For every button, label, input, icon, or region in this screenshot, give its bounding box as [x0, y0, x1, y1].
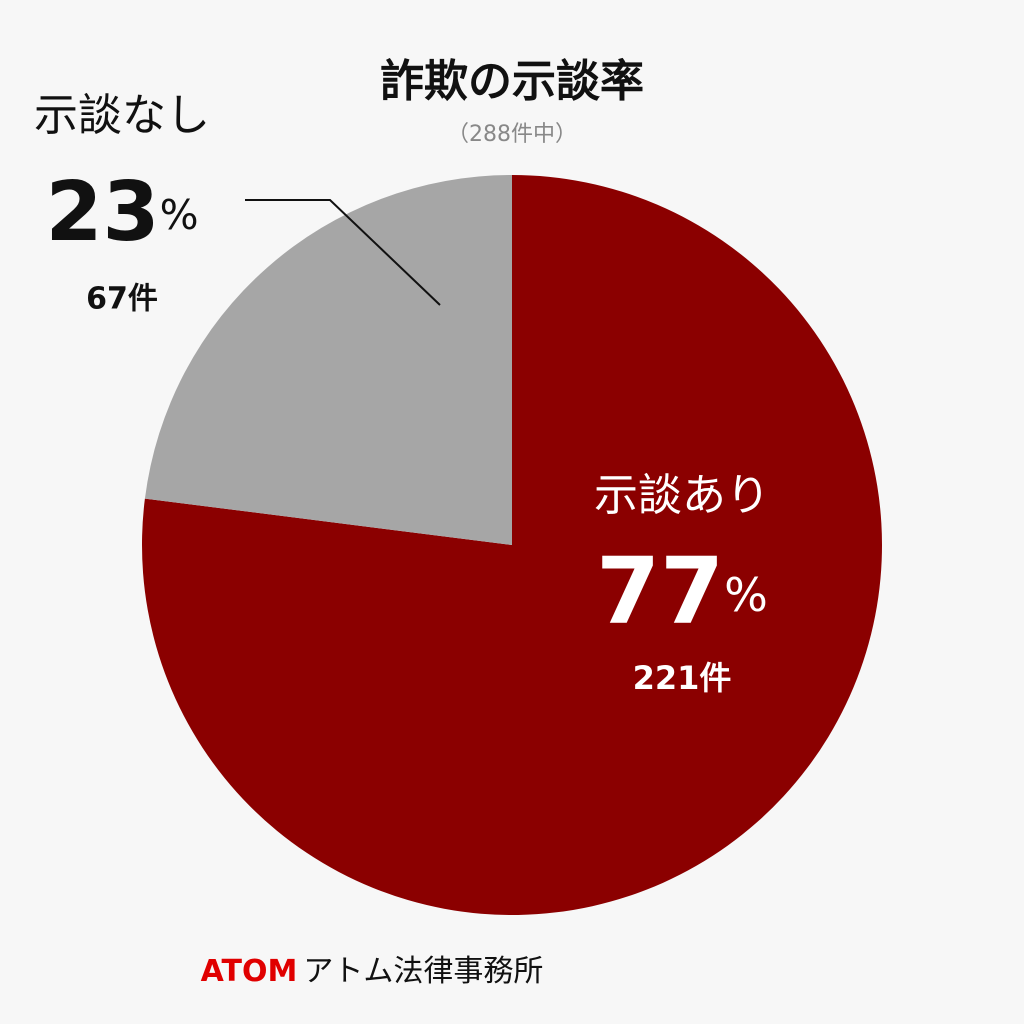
pie	[142, 175, 883, 916]
leader-line	[245, 199, 441, 306]
slice-label: 示談なし	[34, 90, 210, 141]
chart-subtitle: （288件中）	[447, 122, 577, 147]
pie-slice	[144, 175, 513, 545]
chart-title: 詐欺の示談率	[380, 56, 644, 107]
pie-slice	[142, 175, 883, 916]
value-label: 23%	[45, 165, 198, 260]
footer: ATOM アトム法律事務所	[201, 954, 544, 989]
count-label: 221件	[633, 659, 732, 697]
slice-label: 示談あり	[594, 470, 770, 521]
value-label: 77%	[596, 538, 768, 645]
count-label: 67件	[86, 282, 158, 317]
footer-brand: ATOM	[201, 954, 298, 989]
footer-name: アトム法律事務所	[303, 954, 543, 989]
